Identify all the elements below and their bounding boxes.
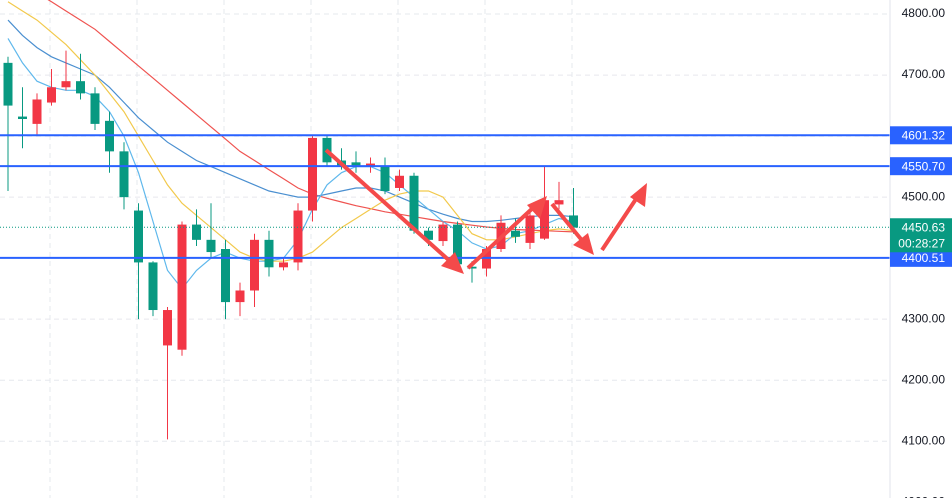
candle-body	[47, 87, 56, 103]
y-tick-label: 4700.00	[902, 67, 946, 81]
arrow-head	[573, 233, 594, 255]
level-label-box	[890, 157, 952, 176]
moving-average	[47, 0, 574, 233]
candle-body	[3, 62, 13, 106]
candle-body	[90, 93, 100, 124]
candle-body	[235, 290, 245, 303]
current-price-box	[890, 218, 952, 253]
candle-body	[18, 116, 27, 120]
y-tick-label: 4000.00	[902, 494, 946, 498]
candle-body	[569, 215, 578, 228]
candle-body	[467, 266, 477, 269]
moving-average	[7, 19, 574, 223]
candle-body	[424, 230, 433, 240]
arrow-head	[630, 183, 647, 207]
candle-body	[61, 81, 71, 88]
candle-body	[264, 239, 274, 268]
candle-body	[511, 230, 520, 237]
arrow-line	[466, 204, 537, 270]
moving-averages	[7, 0, 574, 290]
price-axis-labels: 4800.004700.004600.004500.004400.004300.…	[890, 6, 952, 498]
candle-body	[221, 249, 230, 303]
candle-body	[438, 224, 448, 242]
candle-body	[554, 200, 564, 205]
candle-body	[540, 200, 549, 239]
arrow-line	[550, 202, 587, 246]
candle-body	[163, 310, 172, 346]
y-tick-label: 4200.00	[902, 372, 946, 386]
arrow-line	[324, 148, 454, 265]
y-tick-label: 4500.00	[902, 189, 946, 203]
candle-body	[380, 166, 390, 192]
time-grid	[49, 0, 573, 498]
candle-body	[177, 224, 187, 350]
candle-body	[453, 224, 462, 265]
y-tick-label: 4100.00	[902, 433, 946, 447]
moving-average	[7, 1, 574, 262]
level-label: 4400.51	[902, 251, 946, 265]
level-label-box	[890, 126, 952, 145]
arrow-head	[527, 196, 547, 219]
candle-body	[119, 151, 129, 198]
candle-body	[148, 262, 158, 311]
level-label-box	[890, 248, 952, 267]
candle-body	[525, 215, 535, 243]
y-tick-label: 4300.00	[902, 311, 946, 325]
candle-body	[206, 239, 216, 253]
candle-body	[32, 99, 42, 124]
candle-body	[395, 175, 404, 188]
level-label: 4601.32	[902, 128, 946, 142]
candle-body	[76, 81, 85, 94]
candle-body	[308, 137, 317, 211]
candle-body	[250, 239, 259, 291]
candle-body	[293, 210, 303, 263]
countdown-label: 00:28:27	[898, 236, 945, 250]
arrow-head	[441, 252, 464, 274]
arrow-line	[600, 194, 640, 252]
moving-average	[7, 38, 574, 290]
current-price-label: 4450.63	[902, 220, 946, 234]
candle-body	[279, 262, 288, 268]
level-label: 4550.70	[902, 159, 946, 173]
candle-body	[192, 224, 201, 240]
annotations	[324, 148, 647, 274]
candle-body	[366, 163, 375, 167]
candle-body	[351, 162, 361, 166]
candle-body	[134, 210, 143, 263]
y-tick-label: 4800.00	[902, 6, 946, 20]
candle-body	[409, 175, 419, 231]
